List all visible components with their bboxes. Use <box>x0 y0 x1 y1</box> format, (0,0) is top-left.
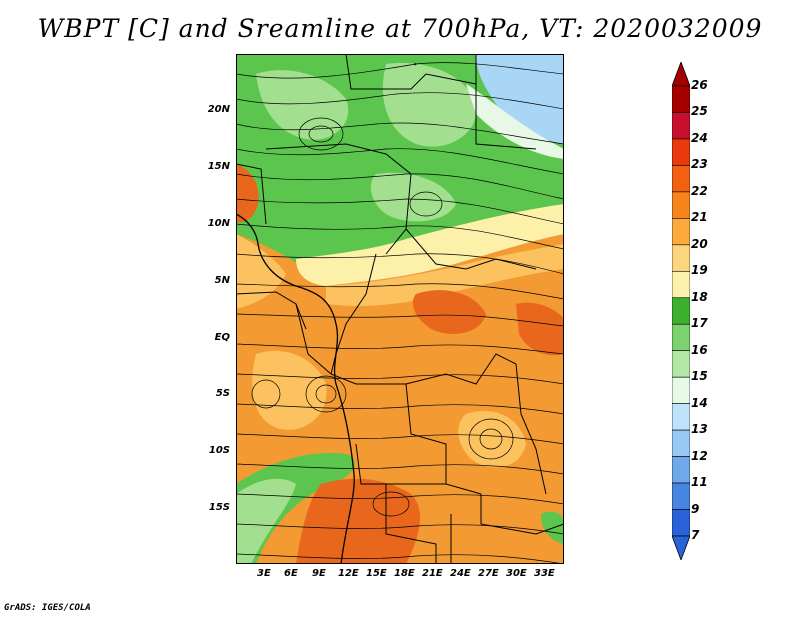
lat-label-15s: 15S <box>208 502 230 513</box>
map-frame <box>236 54 564 564</box>
colorbar-label: 20 <box>691 236 708 251</box>
colorbar-label: 19 <box>691 263 708 278</box>
wbpt-field-lightgreen-sw <box>236 478 296 564</box>
colorbar-segment <box>672 509 690 537</box>
lon-label-30e: 30E <box>506 568 527 579</box>
colorbar-segment <box>672 323 690 352</box>
country-boundaries <box>236 54 564 564</box>
colorbar-label: 21 <box>691 210 708 225</box>
colorbar-label: 18 <box>691 289 708 304</box>
chart-title: WBPT [C] and Sreamline at 700hPa, VT: 20… <box>37 14 763 43</box>
lon-label-21e: 21E <box>422 568 443 579</box>
colorbar-segment <box>672 350 690 378</box>
colorbar-segment <box>672 297 690 325</box>
wbpt-field-deeporange-1 <box>412 290 486 334</box>
colorbar-label: 12 <box>691 448 708 463</box>
colorbar-top-arrow <box>672 62 690 87</box>
colorbar-segment <box>672 138 690 166</box>
wbpt-field-lightorange <box>326 244 564 306</box>
lat-label-eq: EQ <box>214 332 230 343</box>
wbpt-field-west-orange <box>236 234 286 309</box>
colorbar <box>672 62 690 560</box>
lon-label-6e: 6E <box>284 568 298 579</box>
colorbar-segment <box>672 244 690 272</box>
colorbar-label: 26 <box>691 78 708 92</box>
lat-label-10s: 10S <box>208 445 230 456</box>
colorbar-label: 16 <box>691 342 708 357</box>
wbpt-field-lightgreen <box>256 70 349 140</box>
coastline <box>236 213 355 564</box>
footer-credit: GrADS: IGES/COLA <box>4 603 91 613</box>
colorbar-label: 15 <box>691 369 708 384</box>
colorbar-label: 9 <box>691 501 700 516</box>
map-panel <box>236 54 564 564</box>
lon-label-18e: 18E <box>394 568 415 579</box>
colorbar-label: 22 <box>691 183 708 198</box>
lon-label-12e: 12E <box>338 568 359 579</box>
colorbar-segment <box>672 85 690 113</box>
colorbar-segment <box>672 270 690 299</box>
colorbar-segment <box>672 112 690 140</box>
wbpt-field-yellow-band <box>296 204 564 286</box>
lat-label-5n: 5N <box>214 275 230 286</box>
lat-label-10n: 10N <box>207 218 230 229</box>
streamlines <box>236 62 564 564</box>
colorbar-label: 23 <box>691 157 708 172</box>
colorbar-label: 25 <box>691 104 708 119</box>
lon-label-24e: 24E <box>450 568 471 579</box>
colorbar-segment <box>672 191 690 219</box>
lon-label-3e: 3E <box>257 568 271 579</box>
colorbar-label: 7 <box>691 528 700 542</box>
colorbar-segment <box>672 218 690 246</box>
colorbar-segment <box>672 429 690 457</box>
wbpt-field-lightorange-mid <box>252 350 327 430</box>
wbpt-field-lightgreen-3 <box>370 172 456 222</box>
colorbar-segment <box>672 376 690 404</box>
wbpt-field-lightgreen-2 <box>382 63 477 147</box>
lon-label-33e: 33E <box>534 568 555 579</box>
colorbar-label: 17 <box>691 316 708 331</box>
wbpt-field-deeporange-2 <box>516 302 564 356</box>
lat-label-5s: 5S <box>215 388 230 399</box>
colorbar-segment <box>672 456 690 484</box>
colorbar-label: 11 <box>691 475 708 490</box>
colorbar-segment <box>672 165 690 193</box>
wbpt-field-deeporange-north <box>236 164 259 223</box>
lon-label-27e: 27E <box>478 568 499 579</box>
colorbar-segment <box>672 403 690 431</box>
colorbar-label: 14 <box>691 395 708 410</box>
colorbar-segment <box>672 482 690 510</box>
lon-label-9e: 9E <box>312 568 326 579</box>
lat-label-15n: 15N <box>207 161 230 172</box>
colorbar-label: 24 <box>691 130 708 145</box>
wbpt-field-deeporange-south <box>296 478 421 564</box>
lon-label-15e: 15E <box>366 568 387 579</box>
wbpt-field-blue <box>476 54 564 144</box>
lat-label-20n: 20N <box>207 104 230 115</box>
colorbar-bottom-arrow <box>672 535 690 560</box>
colorbar-label: 13 <box>691 422 708 437</box>
